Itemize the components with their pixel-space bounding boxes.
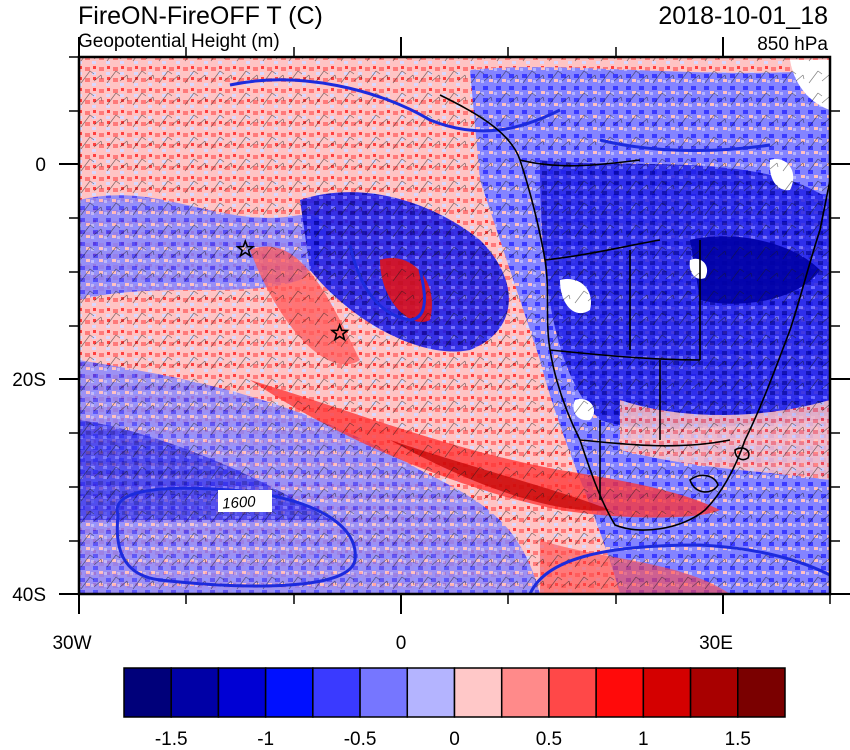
colorbar (123, 667, 786, 718)
temperature-difference-field: 1600 (79, 57, 830, 594)
colorbar-swatch-5 (359, 667, 409, 718)
plot-level: 850 hPa (757, 34, 828, 55)
colorbar-label-1: -1 (257, 729, 275, 750)
contour-label-text: 1600 (222, 493, 257, 512)
star-marker-1 (235, 238, 256, 258)
coastline-borders (439, 94, 830, 531)
colorbar-swatch-11 (642, 667, 692, 718)
colorbar-swatch-4 (312, 667, 361, 718)
x-tick-label-0: 0 (396, 633, 407, 654)
y-tick-label-0: 0 (35, 155, 46, 176)
axis-ticks (59, 37, 850, 614)
colorbar-swatch-12 (689, 667, 739, 718)
markers-layer (235, 238, 350, 342)
colorbar-label-3: 0 (449, 729, 460, 750)
colorbar-label-0: -1.5 (154, 729, 188, 750)
colorbar-swatch-2 (217, 667, 267, 718)
x-tick-label-30e: 30E (699, 633, 733, 654)
plot-title: FireON-FireOFF T (C) (78, 2, 323, 30)
colorbar-swatch-8 (500, 667, 550, 718)
colorbar-swatch-3 (264, 667, 314, 718)
colorbar-swatch-13 (737, 667, 786, 718)
colorbar-swatch-1 (170, 667, 220, 718)
plot-subtitle: Geopotential Height (m) (78, 31, 280, 52)
colorbar-swatch-9 (548, 667, 597, 718)
axis-minor-ticks (69, 47, 840, 604)
colorbar-label-4: 0.5 (535, 729, 563, 750)
y-tick-label-40s: 40S (12, 585, 46, 606)
colorbar-swatch-6 (406, 667, 456, 718)
axis-labels: 30W 0 30E 0 20S 40S (12, 155, 733, 654)
colorbar-label-2: -0.5 (343, 729, 377, 750)
contour-label: 1600 (218, 490, 272, 513)
plot-datetime: 2018-10-01_18 (658, 2, 828, 30)
colorbar-swatch-10 (595, 667, 645, 718)
colorbar-swatch-7 (453, 667, 503, 718)
colorbar-swatch-0 (123, 667, 172, 718)
geopotential-contours (115, 78, 830, 594)
y-tick-label-20s: 20S (12, 370, 46, 391)
x-tick-label-30w: 30W (52, 633, 91, 654)
colorbar-label-6: 1.5 (724, 729, 751, 750)
colorbar-label-5: 1 (638, 729, 649, 750)
star-marker-2 (329, 322, 350, 342)
